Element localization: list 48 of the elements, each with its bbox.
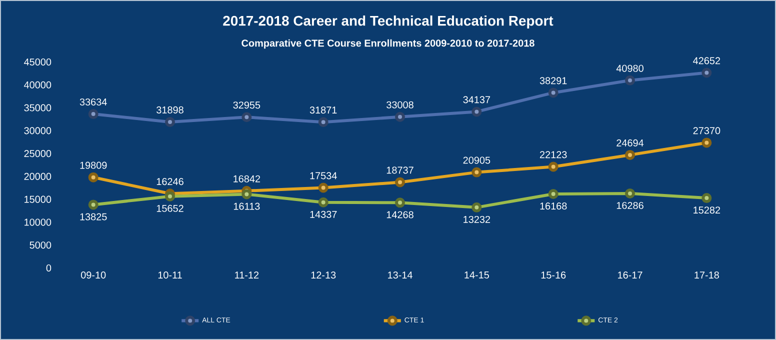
- x-tick-label: 16-17: [618, 272, 642, 279]
- data-label: 16168: [540, 202, 567, 210]
- data-label: 15282: [694, 206, 720, 214]
- data-label: 32955: [233, 102, 260, 109]
- y-tick-label: 25000: [24, 150, 52, 158]
- x-tick-label: 09-10: [80, 272, 106, 279]
- data-label: 15652: [156, 204, 184, 212]
- data-label: 13232: [464, 216, 490, 223]
- x-tick-label: 10-11: [158, 272, 182, 279]
- y-tick-label: 30000: [24, 127, 52, 134]
- chart-title: 2017-2018 Career and Technical Education Report: [223, 15, 554, 28]
- data-label: 20905: [463, 156, 490, 164]
- y-tick-label: 10000: [24, 218, 52, 226]
- x-tick-label: 12-13: [311, 272, 336, 279]
- y-tick-label: 40000: [24, 81, 52, 88]
- y-tick-label: 45000: [24, 58, 52, 66]
- data-label: 31898: [156, 106, 184, 114]
- data-label: 16246: [156, 178, 184, 186]
- data-label: 40980: [616, 64, 644, 72]
- data-label: 16113: [234, 202, 260, 210]
- data-label: 22123: [540, 151, 567, 158]
- y-tick-label: 20000: [24, 172, 52, 180]
- data-label: 27370: [693, 127, 720, 134]
- data-label: 33634: [80, 98, 107, 106]
- data-label: 42652: [693, 57, 720, 64]
- y-tick-label: 35000: [24, 104, 52, 112]
- y-tick-label: 15000: [24, 196, 52, 203]
- data-label: 17534: [310, 172, 337, 180]
- data-label: 14337: [310, 210, 337, 218]
- data-label: 31871: [310, 106, 337, 114]
- data-label: 24694: [616, 139, 644, 146]
- data-label: 33008: [386, 101, 414, 108]
- data-label: 13825: [80, 213, 107, 220]
- data-label: 34137: [463, 96, 490, 104]
- data-label: 18737: [386, 166, 414, 174]
- x-tick-label: 13-14: [388, 272, 412, 279]
- data-label: 38291: [540, 77, 567, 84]
- x-tick-label: 11-12: [235, 272, 259, 278]
- chart-subtitle: Comparative CTE Course Enrollments 2009-2010 to 2017-2018: [242, 39, 534, 49]
- data-label: 19809: [80, 162, 107, 169]
- x-tick-label: 14-15: [464, 272, 489, 278]
- x-tick-label: 15-16: [541, 272, 566, 279]
- x-tick-label: 17-18: [694, 272, 719, 279]
- data-label: 16286: [616, 202, 644, 210]
- data-label: 16842: [234, 175, 260, 182]
- data-label: 14268: [386, 211, 414, 218]
- y-tick-label: 0: [46, 264, 52, 272]
- y-tick-label: 5000: [30, 242, 52, 249]
